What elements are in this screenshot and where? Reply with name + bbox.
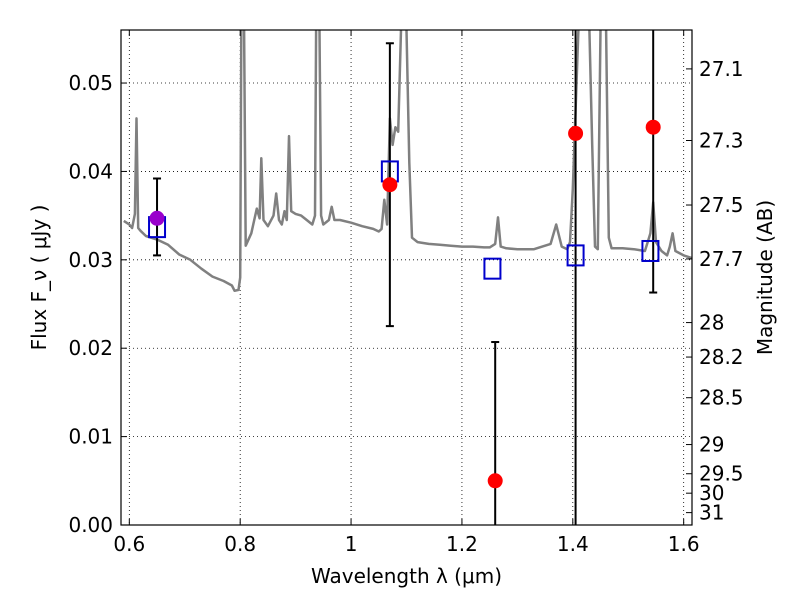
right-tick-label: 30	[699, 481, 724, 505]
y-tick-label: 0.04	[68, 159, 113, 183]
right-tick-label: 29.5	[699, 462, 744, 486]
x-tick-label: 0.6	[113, 532, 145, 556]
right-tick-label: 27.3	[699, 128, 744, 152]
observed-flux-point	[149, 210, 165, 226]
axis-ticks	[121, 30, 692, 526]
x-tick-label: 1	[345, 532, 358, 556]
observed-flux-point	[645, 119, 661, 135]
model-flux-square	[566, 244, 585, 267]
right-tick-label: 29	[699, 433, 724, 457]
y-tick-label: 0.00	[68, 513, 113, 537]
tick-labels: 0.6 0.8 1 1.2 1.4 1.6 0.00 0.01 0.02 0.03 0.04 0.05…	[68, 57, 743, 556]
y-tick-label: 0.02	[68, 336, 113, 360]
right-tick-label: 27.7	[699, 247, 744, 271]
spectrum-segment	[588, 30, 602, 251]
model-flux-squares	[148, 160, 660, 280]
x-tick-label: 1.2	[446, 532, 478, 556]
y-tick-label: 0.05	[68, 71, 113, 95]
right-tick-label: 31	[699, 501, 724, 525]
model-spectrum-line	[123, 30, 692, 293]
right-tick-label: 27.5	[699, 193, 744, 217]
observed-flux-point	[382, 177, 398, 193]
right-tick-label: 28	[699, 311, 724, 335]
x-tick-label: 0.8	[224, 532, 256, 556]
y-tick-label: 0.03	[68, 248, 113, 272]
right-tick-label: 28.5	[699, 386, 744, 410]
error-bars	[153, 30, 658, 525]
x-tick-label: 1.6	[668, 532, 700, 556]
spectrum-segment	[242, 30, 318, 247]
x-tick-label: 1.4	[557, 532, 589, 556]
observed-flux-point	[568, 125, 584, 141]
right-axis-label: Magnitude (AB)	[753, 200, 777, 355]
plot-frame	[120, 29, 693, 526]
grid-lines	[121, 30, 692, 526]
spectrum-segment	[405, 30, 580, 251]
right-tick-label: 27.1	[699, 57, 744, 81]
spectrum-segment	[318, 30, 403, 233]
y-tick-label: 0.01	[68, 425, 113, 449]
observed-flux-point	[487, 473, 503, 489]
model-flux-square	[641, 239, 660, 262]
spectrum-segment	[604, 30, 692, 260]
model-flux-square	[483, 257, 502, 280]
observed-flux-points	[149, 119, 661, 489]
right-tick-label: 28.2	[699, 345, 744, 369]
spectrum-segment	[123, 30, 243, 293]
x-axis-label: Wavelength λ (μm)	[311, 564, 502, 588]
y-axis-label: Flux F_ν ( μJy )	[27, 205, 51, 351]
